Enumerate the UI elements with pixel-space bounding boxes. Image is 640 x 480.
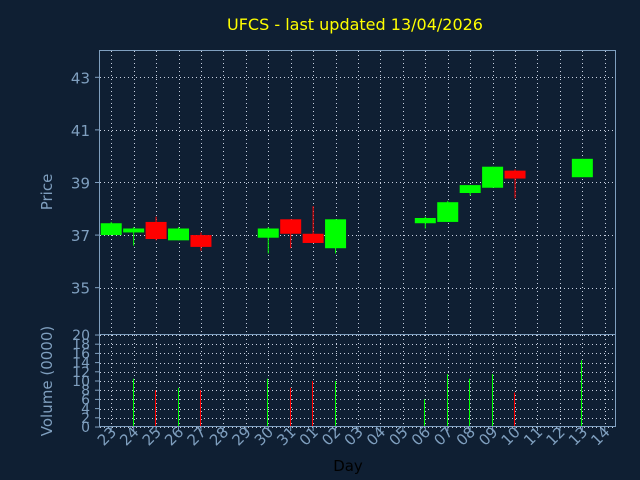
volume-tick-label: 14 [72, 356, 90, 372]
volume-gridlines [100, 335, 616, 428]
candle-body [414, 217, 436, 224]
volume-tick-label: 6 [81, 392, 90, 408]
price-tick-label: 39 [71, 174, 90, 192]
price-tick-label: 41 [71, 122, 90, 140]
price-axis-ticks: 35 37 39 41 43 [71, 69, 100, 298]
price-tick-label: 35 [71, 280, 90, 298]
candle-body [280, 219, 302, 234]
volume-axis-label: Volume (0000) [38, 326, 56, 436]
x-axis-label: Day [333, 457, 363, 475]
candle-body [257, 228, 279, 238]
day-axis-ticks: 2324252627282930310102030405060708091011… [94, 423, 614, 449]
volume-tick-label: 10 [72, 374, 90, 390]
candle-body [145, 221, 167, 240]
candle-body [100, 223, 122, 236]
volume-tick-label: 16 [72, 346, 90, 362]
candle-body [437, 202, 459, 222]
candle-body [571, 158, 593, 178]
volume-tick-label: 20 [72, 328, 90, 344]
price-gridlines [100, 51, 616, 335]
volume-bars [133, 360, 582, 427]
volume-tick-label: 18 [72, 337, 90, 353]
volume-tick-label: 2 [81, 411, 90, 427]
price-axis-label: Price [38, 174, 56, 211]
volume-tick-label: 8 [81, 383, 90, 399]
price-candles [100, 158, 593, 254]
candle-body [123, 228, 145, 233]
price-tick-label: 43 [71, 69, 90, 87]
volume-tick-label: 4 [81, 402, 90, 418]
candle-body [168, 228, 190, 241]
chart-title: UFCS - last updated 13/04/2026 [227, 15, 483, 34]
candle-body [459, 185, 481, 193]
price-tick-label: 37 [71, 227, 90, 245]
candle-body [325, 219, 347, 249]
candle-body [482, 166, 504, 188]
volume-tick-label: 12 [72, 365, 90, 381]
candle-body [504, 170, 526, 179]
candle-body [190, 235, 212, 247]
volume-tick-label: 0 [81, 420, 90, 436]
candle-body [302, 233, 324, 243]
